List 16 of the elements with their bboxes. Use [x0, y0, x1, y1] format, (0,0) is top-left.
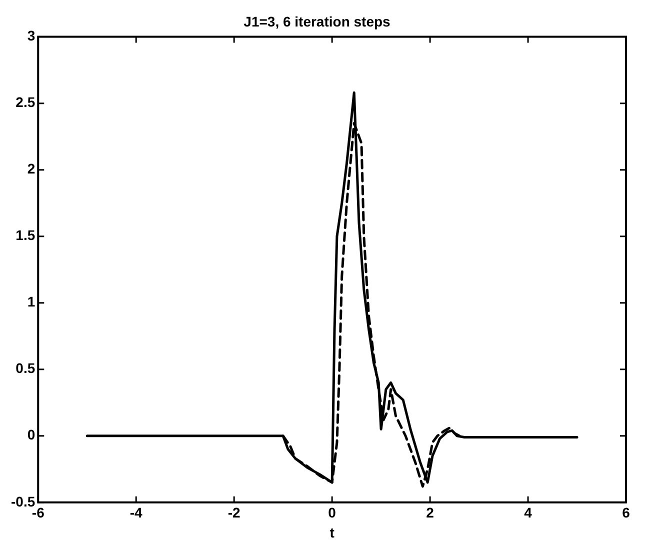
y-tick-label: 1 [27, 294, 36, 310]
y-tick-label: 3 [27, 28, 36, 44]
x-tick-label: -4 [130, 504, 143, 521]
y-tick-label: 0.5 [16, 360, 36, 376]
y-tick-label: 2.5 [16, 94, 36, 110]
y-tick-label: 2 [27, 160, 36, 177]
y-tick-label: 1.5 [16, 227, 36, 244]
x-tick-label: 2 [426, 504, 434, 521]
x-tick-label: 0 [328, 504, 336, 521]
x-tick-label: 4 [524, 504, 532, 521]
x-axis-title: t [330, 524, 335, 540]
y-tick-label: 0 [27, 426, 36, 443]
x-tick-label: -2 [228, 504, 241, 521]
y-tick-label: -0.5 [11, 493, 36, 510]
x-tick-label: 6 [622, 504, 630, 521]
chart-title: J1=3, 6 iteration steps [244, 13, 391, 30]
